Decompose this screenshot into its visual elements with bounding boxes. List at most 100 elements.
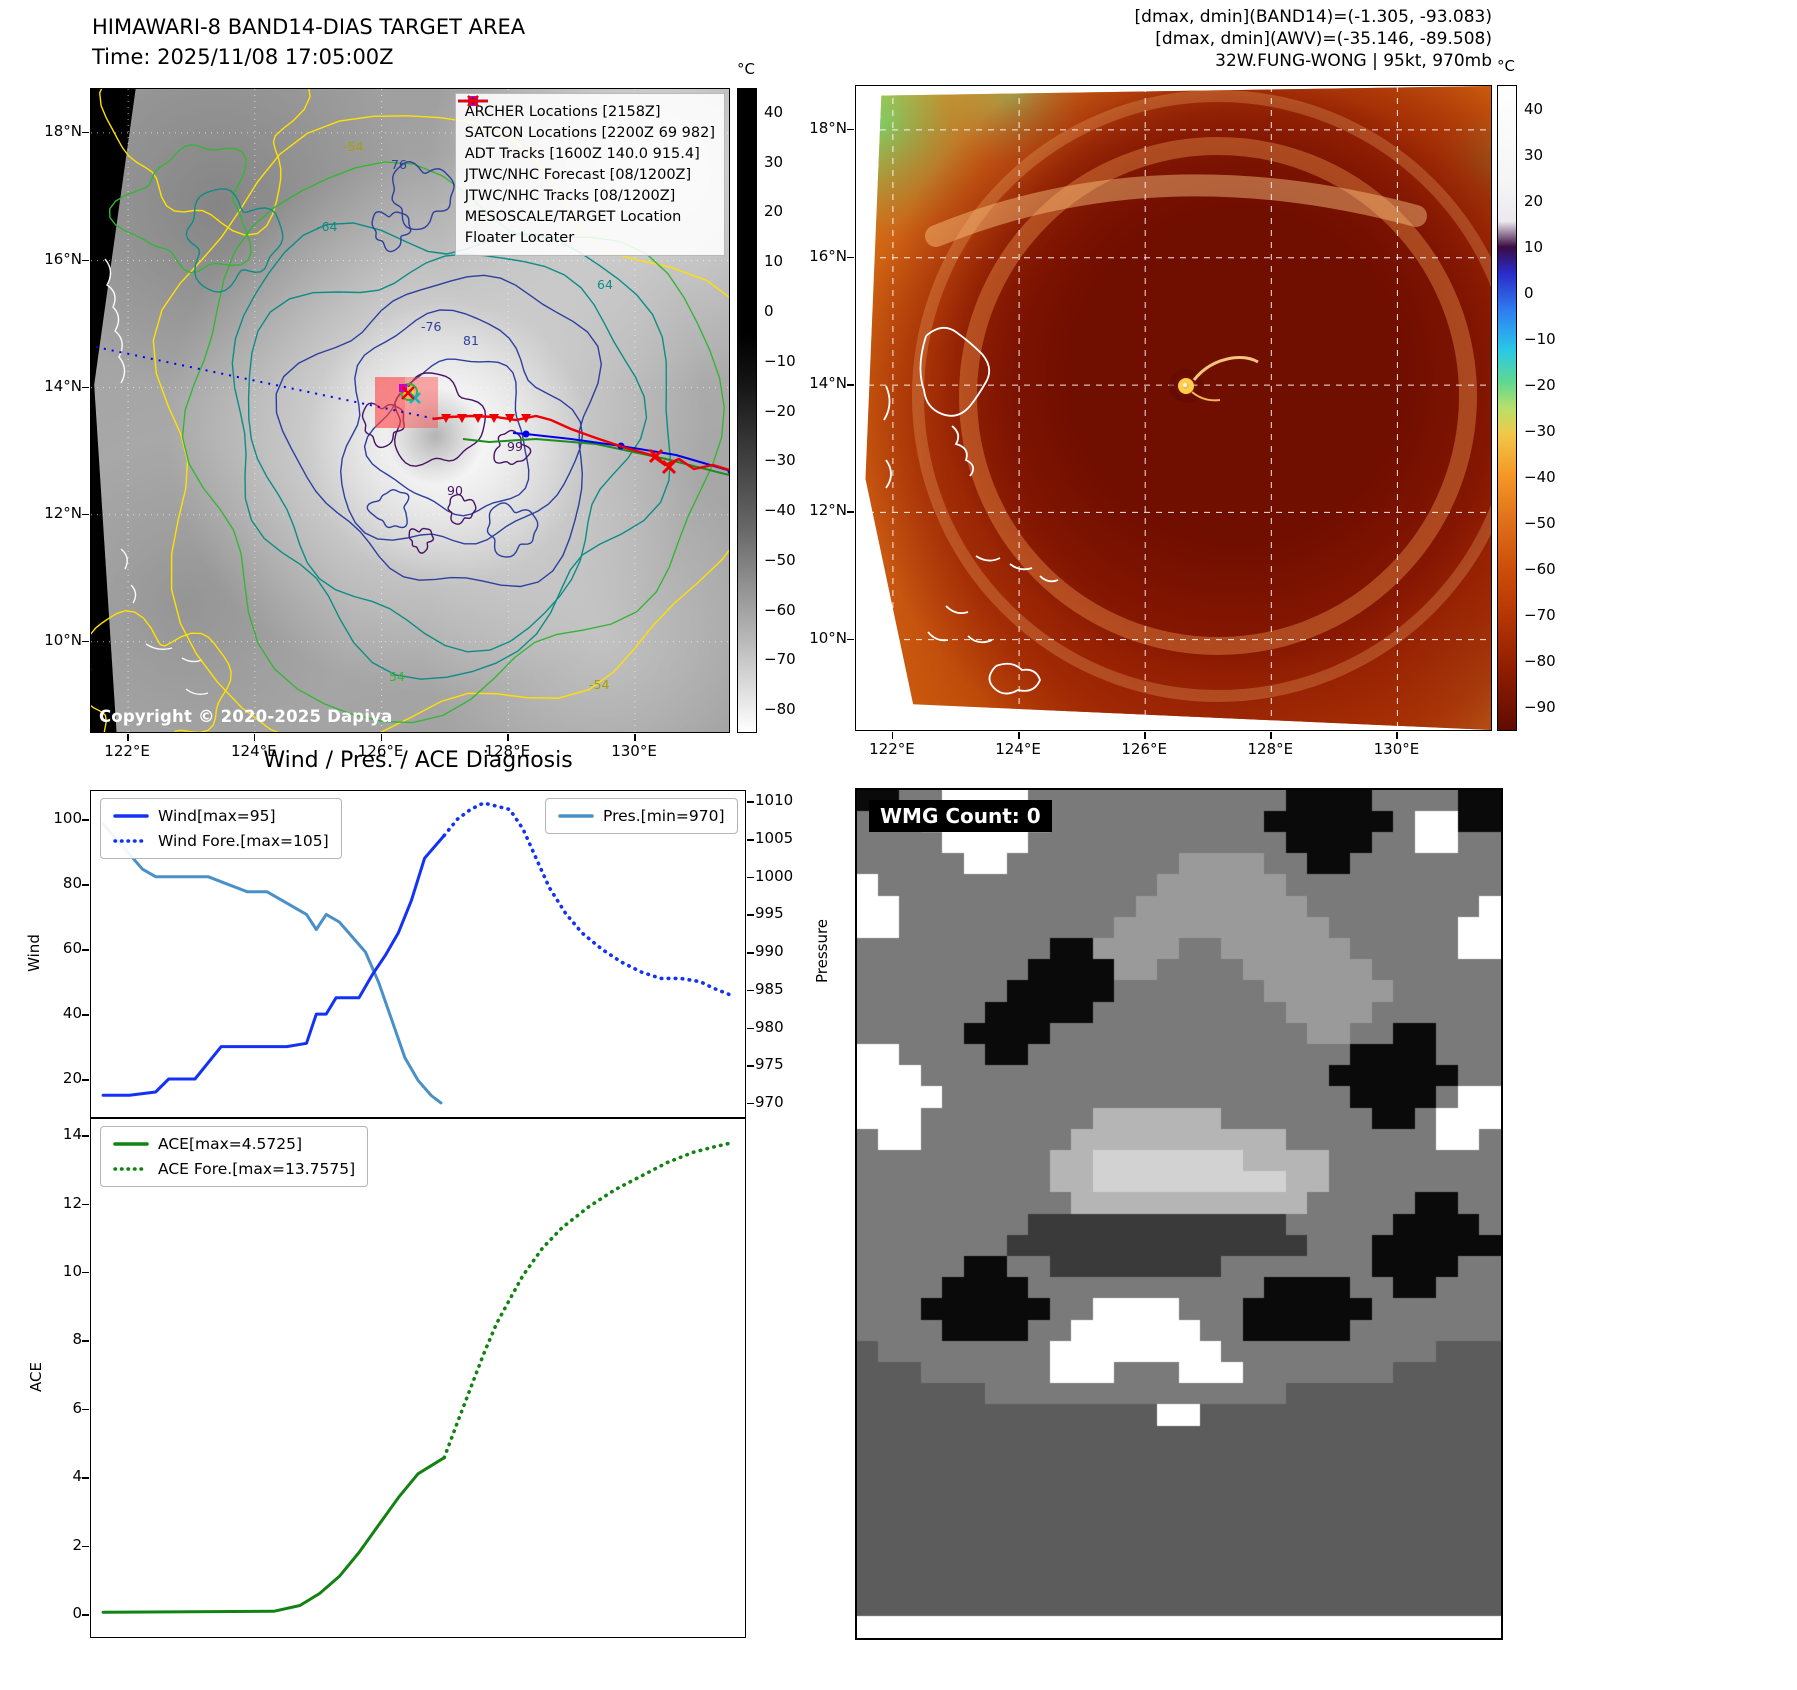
band14-colorbar-unit: °C — [737, 60, 755, 78]
pressure-ytick-mark — [747, 914, 754, 916]
band14-colorbar-tick: −50 — [764, 550, 796, 569]
series-line — [101, 1456, 446, 1614]
contour-label: -76 — [421, 319, 441, 334]
awv-ytick-label: 12°N — [809, 501, 847, 520]
band14-xtick-mark — [253, 734, 256, 741]
band14-xtick-mark — [127, 734, 129, 741]
pressure-ytick-mark — [747, 801, 754, 803]
awv-xtick-label: 130°E — [1373, 740, 1420, 758]
ace-ytick-mark — [82, 1340, 89, 1342]
awv-colorbar-tick: −10 — [1524, 329, 1556, 348]
wind-ytick-label: 80 — [62, 874, 82, 893]
awv-colorbar-tick: −90 — [1524, 698, 1556, 717]
ace-legend: ACE[max=4.5725] ACE Fore.[max=13.7575] — [100, 1126, 369, 1187]
awv-colorbar-tick: 30 — [1524, 145, 1544, 164]
wind-ytick-mark — [82, 949, 89, 951]
coastline — [927, 605, 993, 644]
band14-colorbar-tick: −10 — [764, 351, 796, 370]
wind-ytick-mark — [82, 1079, 89, 1081]
contour-label: 90 — [447, 483, 463, 498]
band14-xtick-mark — [507, 734, 509, 741]
pressure-ytick-mark — [747, 1027, 754, 1030]
band14-colorbar-tick: 0 — [764, 301, 774, 320]
pressure-ytick-label: 985 — [755, 979, 784, 998]
map-legend-entry: Floater Locater — [457, 99, 715, 248]
map-legend-entry: JTWC/NHC Forecast [08/1200Z] — [457, 99, 715, 185]
pressure-ytick-label: 980 — [755, 1017, 784, 1036]
awv-colorbar-tick: −50 — [1524, 514, 1556, 533]
pressure-ytick-label: 990 — [755, 942, 784, 961]
band14-time-label: Time: 2025/11/08 17:05:00Z — [92, 45, 394, 69]
band14-ytick-mark — [82, 259, 89, 262]
pressure-axis-label: Pressure — [813, 918, 831, 984]
band14-xtick-label: 130°E — [611, 742, 657, 760]
ace-ytick-label: 4 — [72, 1467, 82, 1486]
coastline — [951, 425, 975, 477]
band14-colorbar-tick: 20 — [764, 202, 784, 221]
ace-legend-label: ACE Fore.[max=13.7575] — [158, 1160, 356, 1178]
ace-ytick-mark — [82, 1203, 89, 1206]
awv-xtick-label: 126°E — [1121, 740, 1167, 758]
band14-ytick-label: 18°N — [44, 121, 82, 140]
awv-colorbar-tick: 40 — [1524, 99, 1544, 118]
coastline — [919, 326, 991, 417]
pressure-ytick-label: 970 — [755, 1092, 784, 1111]
band14-title: HIMAWARI-8 BAND14-DIAS TARGET AREA — [92, 15, 526, 39]
wmg-pixel-image — [857, 790, 1501, 1638]
map-legend-label: Floater Locater — [464, 229, 575, 246]
band14-xtick-mark — [634, 734, 636, 741]
map-legend-entry: MESOSCALE/TARGET Location — [465, 95, 715, 227]
awv-xtick-label: 124°E — [995, 740, 1041, 758]
map-legend-label: JTWC/NHC Tracks [08/1200Z] — [464, 187, 676, 204]
awv-xtick-label: 122°E — [869, 740, 915, 758]
band14-colorbar — [737, 88, 757, 733]
coastline — [883, 385, 892, 489]
map-legend-entry: SATCON Locations [2200Z 69 982] — [465, 95, 715, 143]
band14-ytick-mark — [82, 131, 89, 134]
awv-overlay — [856, 86, 1491, 730]
wind-legend-label: Wind Fore.[max=105] — [158, 832, 329, 850]
band14-ytick-mark — [82, 386, 89, 389]
pressure-ytick-mark — [747, 839, 754, 841]
band14-colorbar-tick: −40 — [764, 501, 796, 520]
series-line — [101, 834, 446, 1097]
band14-xtick-mark — [380, 734, 383, 741]
awv-header-line3: 32W.FUNG-WONG | 95kt, 970mb — [1215, 51, 1492, 71]
band14-ytick-mark — [82, 513, 89, 516]
awv-ytick-label: 16°N — [809, 246, 847, 265]
awv-colorbar-tick: −80 — [1524, 652, 1556, 671]
band14-xtick-label: 122°E — [104, 742, 150, 760]
awv-xtick-mark — [1270, 732, 1272, 739]
awv-ytick-label: 10°N — [809, 628, 847, 647]
awv-colorbar-tick: 0 — [1524, 283, 1534, 302]
awv-ytick-mark — [847, 638, 854, 641]
wind-ytick-mark — [82, 819, 89, 821]
map-legend-label: ADT Tracks [1600Z 140.0 915.4] — [464, 145, 700, 162]
wind-legend-label: Wind[max=95] — [158, 807, 276, 825]
awv-xtick-mark — [1396, 732, 1398, 739]
pressure-ytick-label: 1010 — [755, 791, 794, 810]
ace-ytick-label: 6 — [72, 1398, 82, 1417]
awv-ytick-mark — [847, 511, 854, 513]
series-line — [442, 801, 732, 997]
ace-ytick-label: 2 — [72, 1535, 82, 1554]
ace-chart-frame — [90, 1118, 746, 1638]
band14-title-block: HIMAWARI-8 BAND14-DIAS TARGET AREA Time:… — [92, 12, 525, 72]
awv-colorbar-tick: 10 — [1524, 237, 1544, 256]
band14-ytick-label: 16°N — [44, 249, 82, 268]
series-line — [442, 1141, 732, 1460]
pressure-ytick-mark — [747, 1102, 754, 1105]
pressure-legend-label: Pres.[min=970] — [603, 807, 725, 825]
pressure-ytick-label: 1005 — [755, 829, 794, 847]
map-legend-entry: ADT Tracks [1600Z 140.0 915.4] — [457, 99, 715, 164]
coastline — [975, 555, 1059, 583]
contour-label: 64 — [597, 277, 613, 292]
pressure-ytick-label: 995 — [755, 904, 784, 923]
band14-colorbar-tick: 10 — [764, 252, 784, 271]
band14-overlay: -54 76 -64 -76 81 64 90 99 54 -54 — [91, 89, 729, 732]
awv-header-line1: [dmax, dmin](BAND14)=(-1.305, -93.083) — [1134, 7, 1492, 27]
ace-ytick-label: 12 — [62, 1193, 82, 1212]
floater-track-line — [432, 414, 729, 472]
band14-colorbar-tick: −70 — [764, 650, 796, 669]
awv-header-line2: [dmax, dmin](AWV)=(-35.146, -89.508) — [1155, 29, 1492, 49]
